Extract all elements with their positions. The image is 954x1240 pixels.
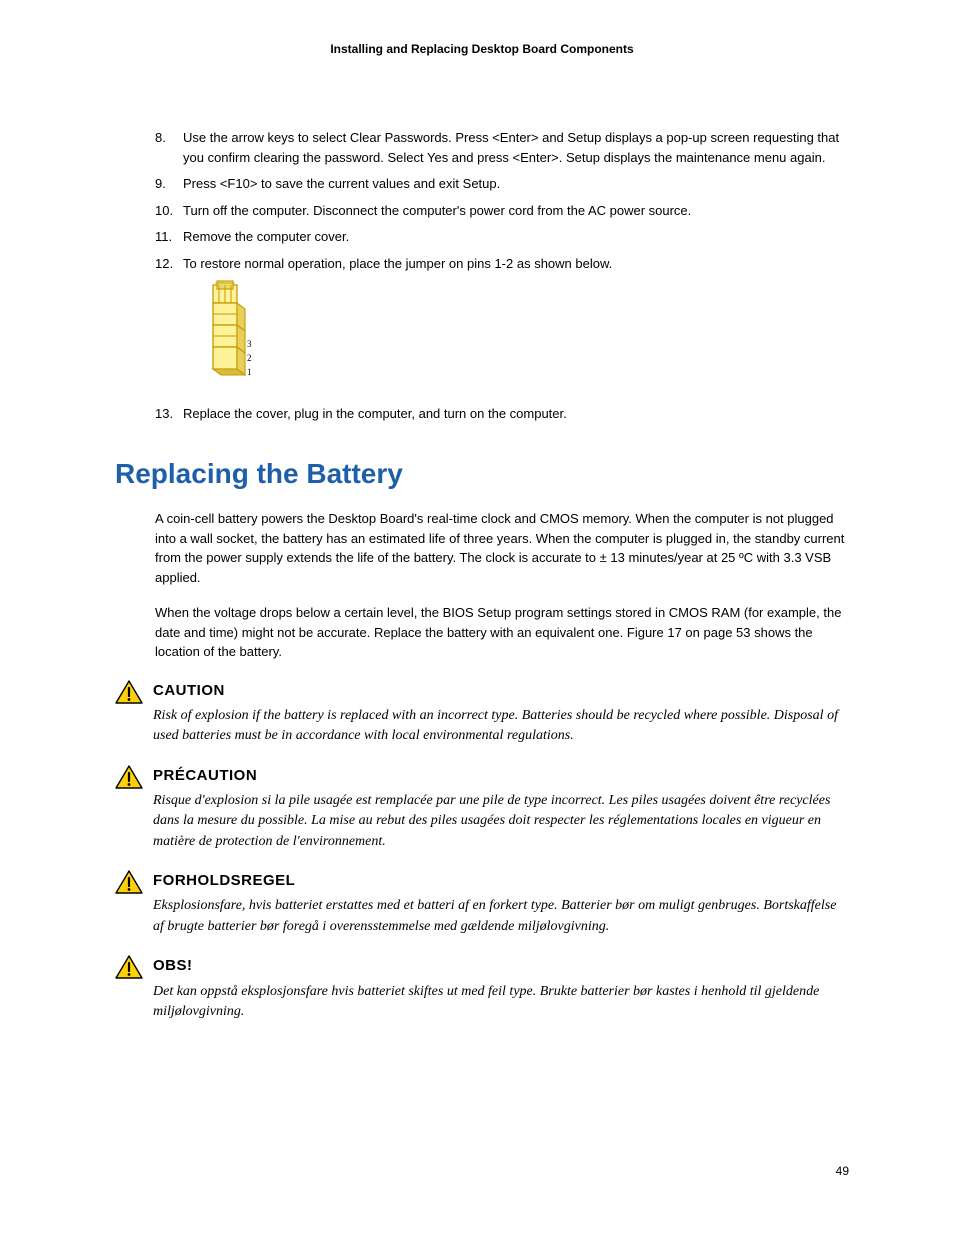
body-paragraph: When the voltage drops below a certain l… — [155, 603, 849, 662]
callout-body: FORHOLDSREGEL Eksplosionsfare, hvis batt… — [153, 870, 849, 937]
jumper-diagram: 3 2 1 — [205, 279, 849, 397]
caution-callout: FORHOLDSREGEL Eksplosionsfare, hvis batt… — [115, 870, 849, 937]
step-text: Replace the cover, plug in the computer,… — [183, 406, 567, 421]
callout-title: FORHOLDSREGEL — [153, 870, 849, 893]
step-text: Press <F10> to save the current values a… — [183, 176, 500, 191]
step-text: Turn off the computer. Disconnect the co… — [183, 203, 691, 218]
callout-text: Risk of explosion if the battery is repl… — [153, 706, 849, 747]
step-item: 8. Use the arrow keys to select Clear Pa… — [155, 128, 849, 167]
caution-callout: CAUTION Risk of explosion if the battery… — [115, 680, 849, 747]
callout-text: Det kan oppstå eksplosjonsfare hvis batt… — [153, 982, 849, 1023]
svg-text:3: 3 — [247, 339, 252, 349]
step-number: 8. — [155, 128, 166, 148]
caution-callout: OBS! Det kan oppstå eksplosjonsfare hvis… — [115, 955, 849, 1022]
callout-text: Risque d'explosion si la pile usagée est… — [153, 791, 849, 852]
caution-icon — [115, 870, 143, 900]
step-item: 11. Remove the computer cover. — [155, 227, 849, 247]
callout-text: Eksplosionsfare, hvis batteriet erstatte… — [153, 896, 849, 937]
caution-icon — [115, 955, 143, 985]
callout-title: PRÉCAUTION — [153, 765, 849, 788]
callout-title: CAUTION — [153, 680, 849, 703]
step-text: To restore normal operation, place the j… — [183, 256, 612, 271]
header-title: Installing and Replacing Desktop Board C… — [330, 42, 633, 56]
svg-text:1: 1 — [247, 367, 252, 377]
step-number: 13. — [155, 404, 173, 424]
caution-icon — [115, 765, 143, 795]
caution-icon — [115, 680, 143, 710]
step-item: 12. To restore normal operation, place t… — [155, 254, 849, 397]
section-title: Replacing the Battery — [115, 453, 849, 495]
step-item: 10. Turn off the computer. Disconnect th… — [155, 201, 849, 221]
svg-text:2: 2 — [247, 353, 252, 363]
step-number: 9. — [155, 174, 166, 194]
step-number: 10. — [155, 201, 173, 221]
callout-title: OBS! — [153, 955, 849, 978]
steps-list: 8. Use the arrow keys to select Clear Pa… — [155, 128, 849, 423]
step-item: 9. Press <F10> to save the current value… — [155, 174, 849, 194]
callout-body: OBS! Det kan oppstå eksplosjonsfare hvis… — [153, 955, 849, 1022]
callout-body: CAUTION Risk of explosion if the battery… — [153, 680, 849, 747]
body-paragraph: A coin-cell battery powers the Desktop B… — [155, 509, 849, 587]
callout-body: PRÉCAUTION Risque d'explosion si la pile… — [153, 765, 849, 852]
step-text: Use the arrow keys to select Clear Passw… — [183, 130, 839, 165]
page-header: Installing and Replacing Desktop Board C… — [115, 40, 849, 58]
step-text: Remove the computer cover. — [183, 229, 349, 244]
page-number: 49 — [115, 1162, 849, 1180]
caution-callout: PRÉCAUTION Risque d'explosion si la pile… — [115, 765, 849, 852]
step-number: 11. — [155, 227, 172, 247]
step-item: 13. Replace the cover, plug in the compu… — [155, 404, 849, 424]
step-number: 12. — [155, 254, 173, 274]
